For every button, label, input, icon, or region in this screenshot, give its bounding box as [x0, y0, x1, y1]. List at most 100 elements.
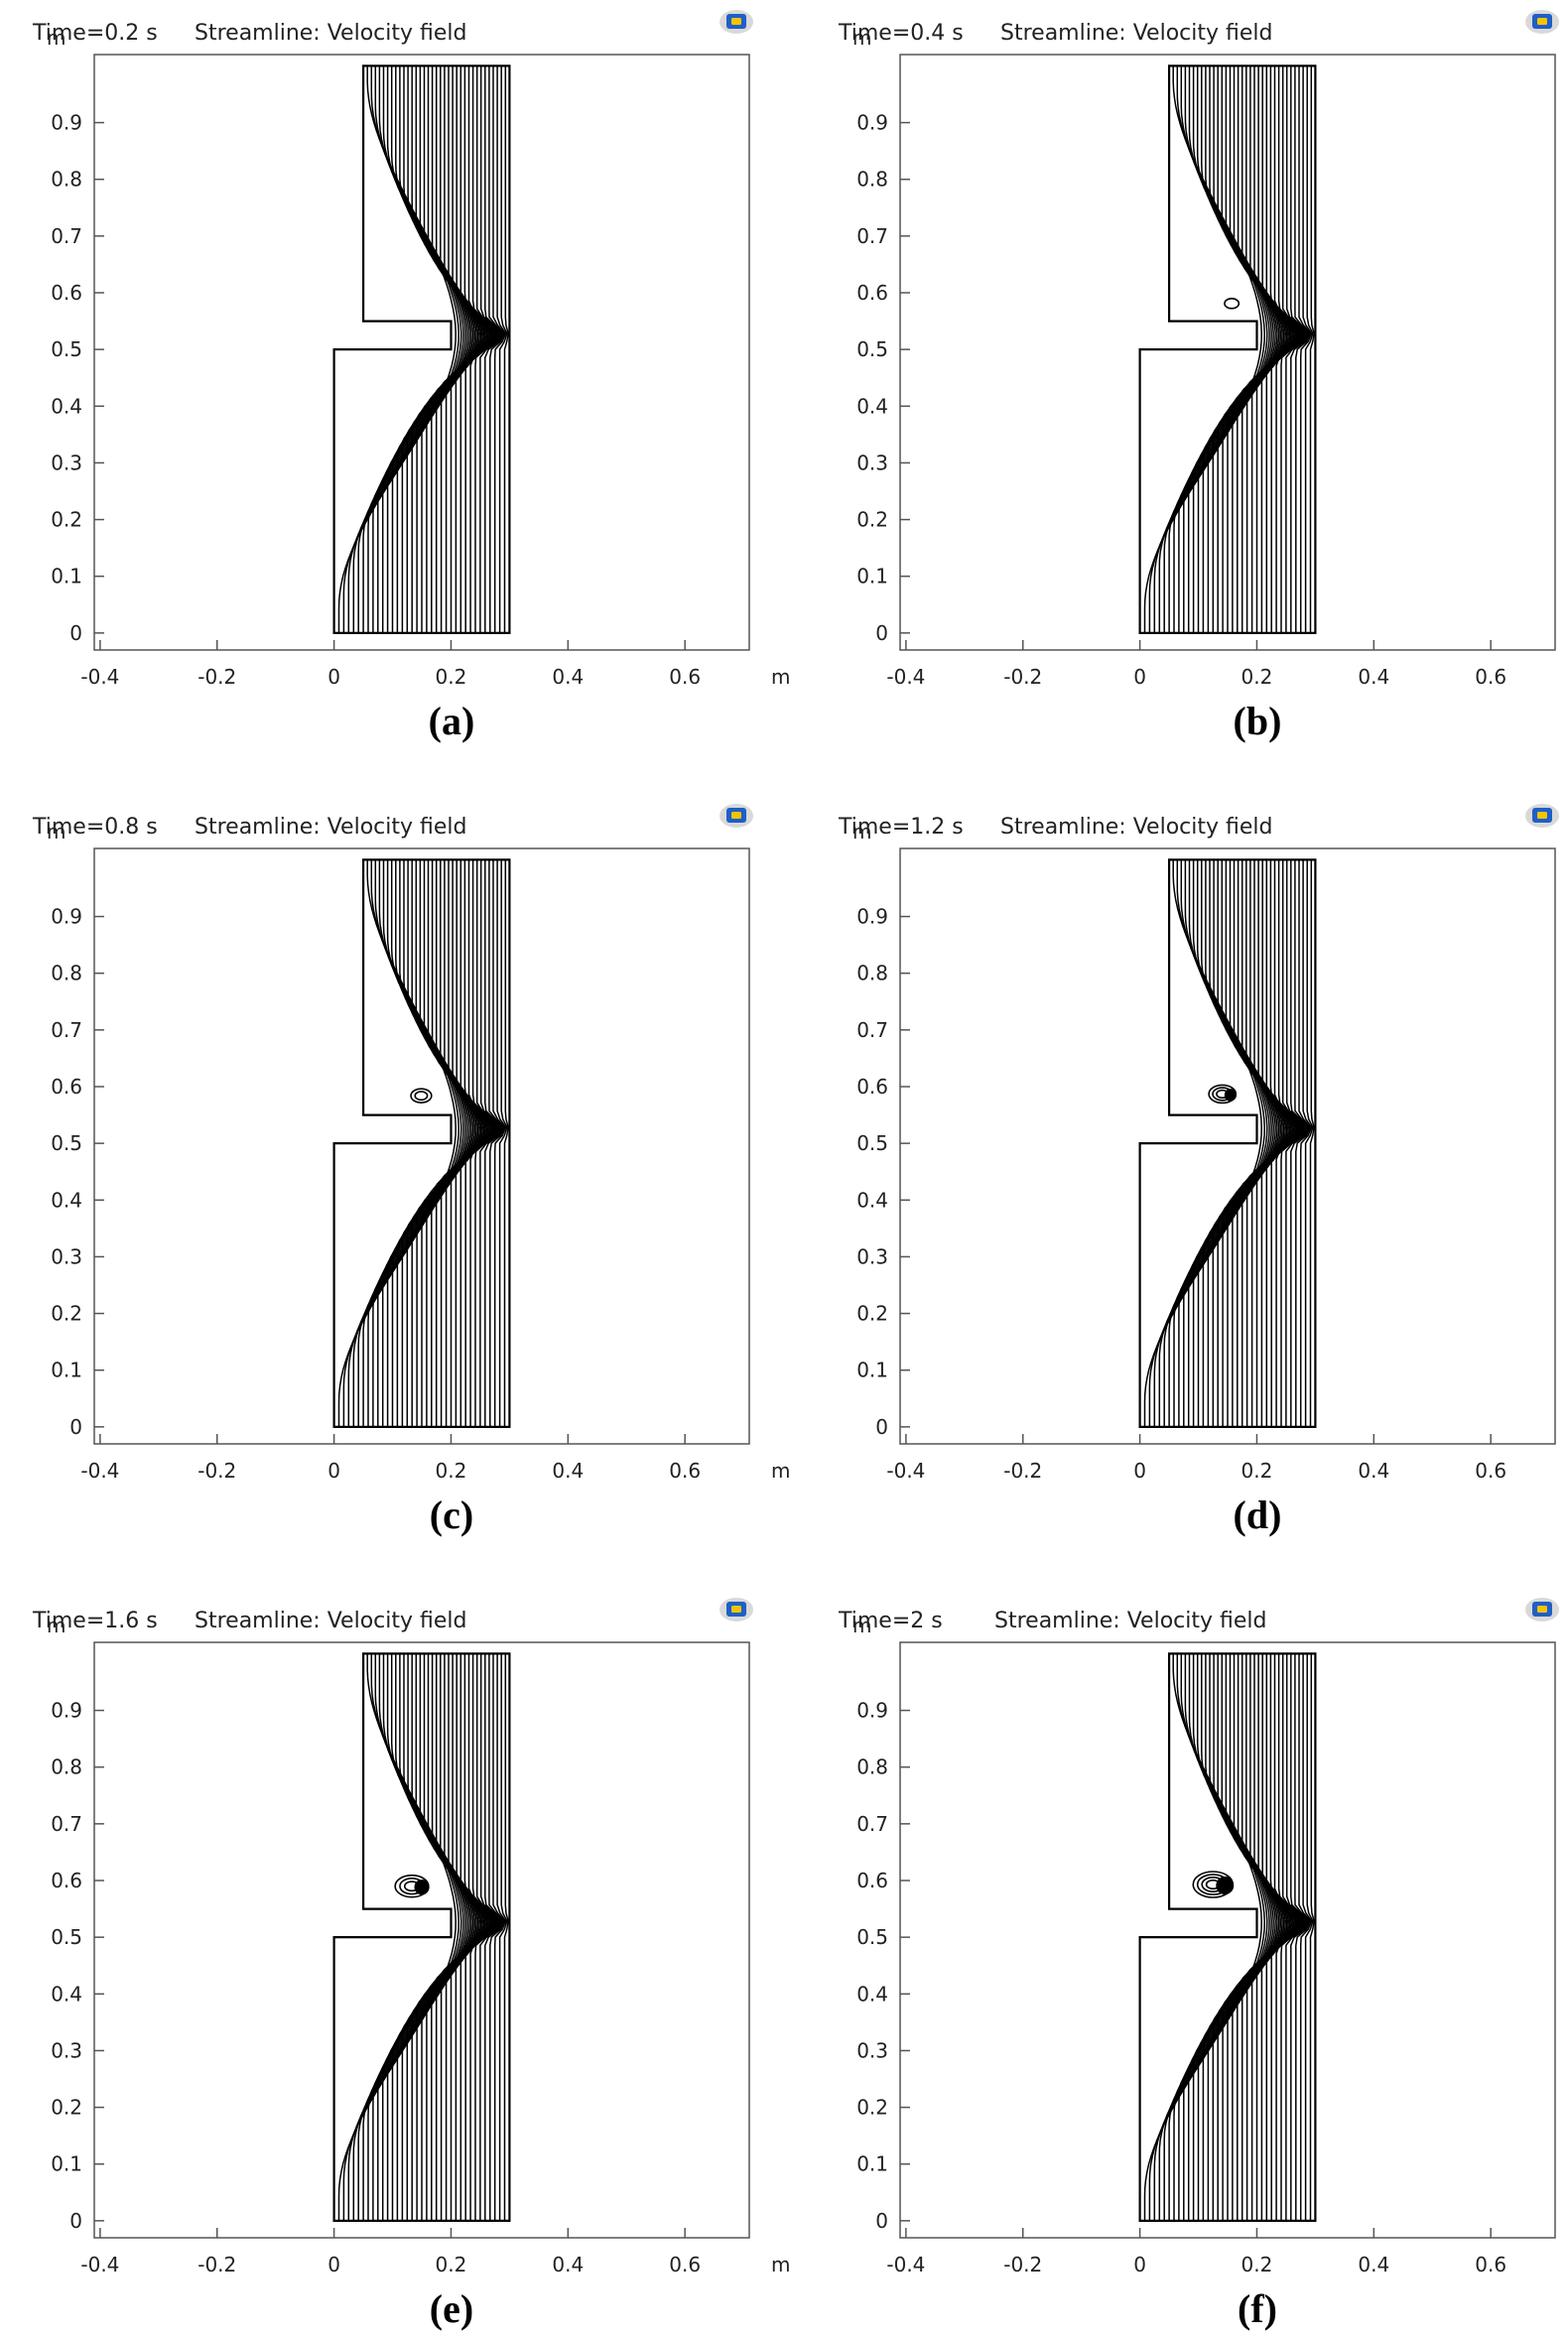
- x-tick-label: -0.2: [1003, 665, 1042, 689]
- streamline: [357, 859, 466, 1427]
- streamline: [391, 1653, 479, 2221]
- y-unit-label: m: [47, 1614, 65, 1637]
- streamline: [479, 1653, 503, 2221]
- streamline: [484, 859, 504, 1427]
- streamline: [357, 1653, 466, 2221]
- streamline: [489, 1653, 506, 2221]
- streamline: [1178, 859, 1278, 1427]
- y-tick-label: 0.8: [51, 962, 82, 985]
- y-unit-label: m: [852, 1614, 871, 1637]
- vortex-loop: [1224, 298, 1241, 310]
- x-tick-label: 0: [327, 1459, 340, 1483]
- y-tick-label: 0.7: [856, 1018, 888, 1042]
- streamline: [367, 65, 470, 633]
- streamline: [1280, 65, 1308, 633]
- streamline: [474, 1653, 502, 2221]
- vortex-core: [1216, 1876, 1235, 1895]
- y-tick-label: 0.9: [51, 905, 82, 929]
- axes-frame: [899, 847, 1556, 1445]
- panel-caption: (d): [1234, 1493, 1282, 1537]
- x-tick-label: 0.6: [669, 1459, 701, 1483]
- streamline: [1178, 65, 1278, 633]
- y-tick-label: 0.7: [856, 224, 888, 248]
- y-tick-label: 0.4: [856, 1188, 888, 1212]
- plot-type-label: Streamline: Velocity field: [1000, 21, 1272, 46]
- streamline: [406, 65, 484, 633]
- y-tick-label: 0.9: [856, 1699, 888, 1723]
- streamline: [1163, 859, 1272, 1427]
- vortex-core: [1224, 1089, 1237, 1102]
- streamline: [1163, 1653, 1272, 2221]
- y-tick-label: 0.6: [51, 1869, 82, 1892]
- y-tick-label: 0.6: [51, 1075, 82, 1099]
- y-tick-label: 0.9: [856, 111, 888, 135]
- y-unit-label: m: [47, 26, 65, 50]
- streamline: [1207, 859, 1288, 1427]
- x-unit-label: m: [771, 2253, 790, 2276]
- time-label: Time=1.6 s: [32, 1609, 158, 1633]
- y-tick-label: 0.2: [856, 1302, 888, 1326]
- y-tick-label: 0.1: [856, 1359, 888, 1382]
- y-tick-label: 0.8: [856, 962, 888, 985]
- streamline: [493, 1653, 507, 2221]
- streamline: [396, 1653, 481, 2221]
- streamline: [1295, 65, 1312, 633]
- x-tick-label: 0.2: [436, 1459, 467, 1483]
- y-tick-label: 0.9: [856, 905, 888, 929]
- x-tick-label: 0.6: [669, 2253, 701, 2276]
- x-tick-label: 0.2: [1241, 2253, 1273, 2276]
- x-tick-label: 0.2: [1241, 1459, 1273, 1483]
- streamline: [1197, 859, 1285, 1427]
- y-tick-label: 0.7: [51, 1018, 82, 1042]
- y-tick-label: 0.4: [856, 394, 888, 418]
- y-tick-label: 0.1: [51, 565, 82, 588]
- axes-frame: [93, 1641, 750, 2239]
- channel-wall: [332, 1652, 511, 2223]
- streamline: [1212, 1653, 1290, 2221]
- streamline: [1280, 859, 1308, 1427]
- time-label: Time=0.2 s: [32, 21, 158, 46]
- y-tick-label: 0.5: [856, 337, 888, 361]
- y-tick-label: 0.3: [51, 2038, 82, 2062]
- streamline: [1163, 65, 1272, 633]
- streamline: [498, 1653, 508, 2221]
- y-tick-label: 0.1: [856, 565, 888, 588]
- y-tick-label: 0.3: [856, 2038, 888, 2062]
- vortex: [410, 1088, 433, 1104]
- streamline: [479, 65, 503, 633]
- y-tick-label: 0: [875, 621, 888, 645]
- y-tick-label: 0.6: [856, 281, 888, 305]
- y-tick-label: 0.7: [51, 1812, 82, 1836]
- comsol-logo-icon: [719, 1598, 753, 1622]
- streamline: [498, 65, 508, 633]
- streamline: [1173, 859, 1276, 1427]
- y-tick-label: 0.5: [51, 1131, 82, 1155]
- x-tick-label: 0.4: [552, 1459, 584, 1483]
- y-tick-label: 0.2: [856, 2096, 888, 2120]
- streamline: [493, 65, 507, 633]
- streamline: [1285, 65, 1309, 633]
- y-tick-label: 0.1: [856, 2152, 888, 2176]
- x-tick-label: -0.4: [886, 2253, 925, 2276]
- y-tick-label: 0: [875, 1415, 888, 1439]
- streamline: [381, 859, 476, 1427]
- y-tick-label: 0.5: [51, 1925, 82, 1949]
- panel-caption: (a): [429, 699, 475, 743]
- channel-wall: [1138, 858, 1317, 1429]
- y-tick-label: 0.8: [856, 168, 888, 192]
- y-tick-label: 0.1: [51, 2152, 82, 2176]
- streamline: [1178, 1653, 1278, 2221]
- streamline: [503, 859, 509, 1427]
- streamline: [1290, 1653, 1310, 2221]
- streamline: [1207, 65, 1288, 633]
- x-tick-label: 0.6: [1475, 665, 1506, 689]
- streamline: [1304, 65, 1314, 633]
- streamline: [1168, 859, 1274, 1427]
- y-tick-label: 0: [875, 2209, 888, 2233]
- streamline: [479, 859, 503, 1427]
- streamline: [1207, 1653, 1288, 2221]
- y-tick-label: 0.2: [51, 508, 82, 532]
